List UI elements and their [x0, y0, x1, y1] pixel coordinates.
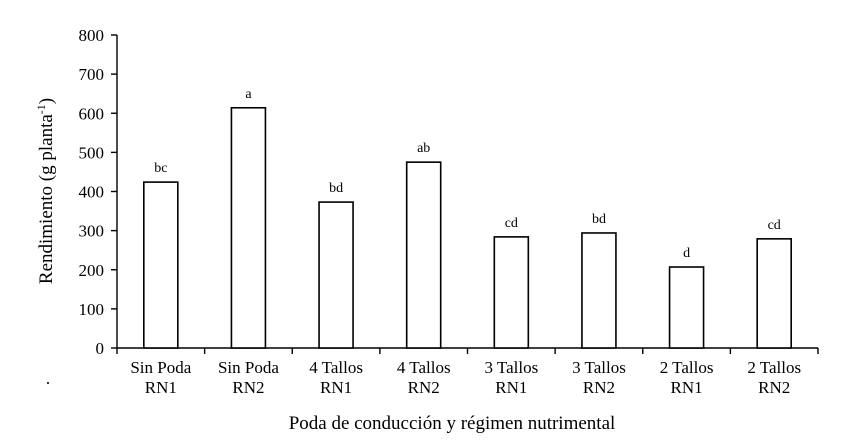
- bar: [668, 266, 705, 349]
- bar: [756, 238, 792, 349]
- data-labels: bc a bd ab cd bd d cd: [154, 87, 781, 261]
- y-axis-title-suffix: ): [36, 98, 57, 104]
- y-axis-title-main: Rendimiento (g planta: [36, 114, 57, 284]
- data-label: bd: [592, 212, 606, 227]
- data-label: bc: [154, 161, 167, 176]
- bar: [493, 236, 530, 349]
- data-label: ab: [417, 141, 430, 156]
- y-tick-label: 700: [79, 65, 105, 84]
- data-label: cd: [505, 216, 518, 231]
- y-tick-label: 800: [79, 26, 105, 45]
- y-tick-label: 600: [79, 104, 105, 123]
- x-tick-label: 2 Tallos RN2: [747, 358, 801, 397]
- y-tick-label: 0: [96, 339, 105, 358]
- data-label: bd: [329, 181, 343, 196]
- y-tick-label: 300: [79, 222, 105, 241]
- x-axis: Sin Poda RN1 Sin Poda RN2 4 Tallos RN1 4 Tallo…: [116, 347, 819, 397]
- y-tick-label: 200: [79, 261, 105, 280]
- y-axis: 0 100 200 300 400 500 600 700 800: [79, 26, 118, 358]
- x-tick-label: 3 Tallos RN2: [572, 358, 626, 397]
- x-tick-label: 2 Tallos RN1: [660, 358, 714, 397]
- x-axis-title: Poda de conducción y régimen nutrimental: [289, 413, 616, 434]
- bar: [143, 181, 179, 349]
- x-tick-label: Sin Poda RN1: [130, 358, 191, 397]
- data-label: a: [245, 87, 252, 102]
- data-label: cd: [768, 218, 781, 233]
- y-tick-label: 500: [79, 143, 105, 162]
- y-axis-title-superscript: -1: [34, 104, 48, 114]
- x-tick-label: Sin Poda RN2: [218, 358, 279, 397]
- x-tick-label: 4 Tallos RN1: [309, 358, 363, 397]
- y-axis-title: Rendimiento (g planta-1): [34, 98, 57, 284]
- bars: [143, 106, 792, 349]
- bar: [581, 232, 617, 349]
- data-label: d: [683, 246, 690, 261]
- x-tick-label: 4 Tallos RN2: [397, 358, 451, 397]
- bar: [230, 106, 267, 349]
- y-tick-label: 400: [79, 183, 105, 202]
- footnote-mark: .: [46, 369, 50, 388]
- bar: [405, 161, 442, 349]
- x-tick-label: 3 Tallos RN1: [484, 358, 538, 397]
- bar: [318, 201, 354, 349]
- y-tick-label: 100: [79, 300, 105, 319]
